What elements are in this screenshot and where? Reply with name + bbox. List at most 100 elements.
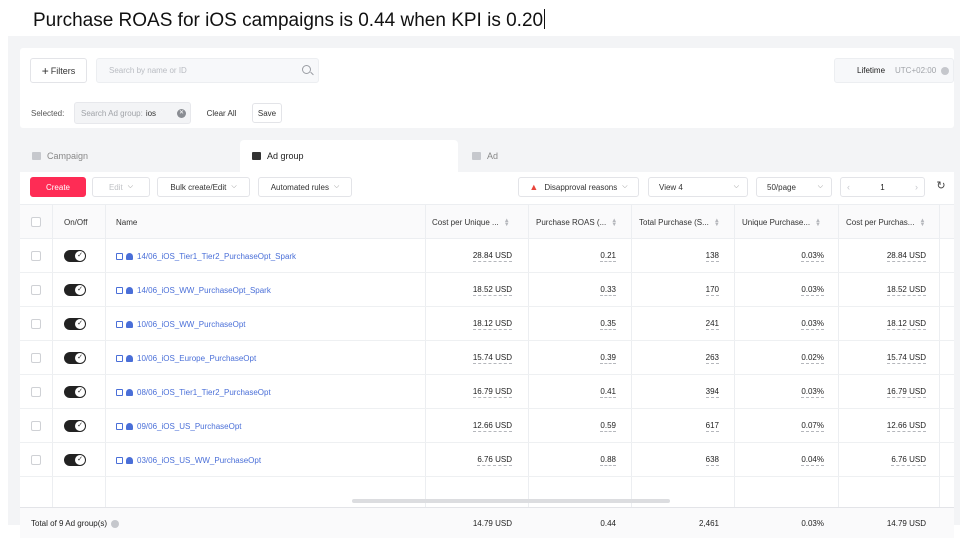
chevron-left-icon[interactable]: ‹ xyxy=(847,182,850,192)
cost-per-unique-cell: 15.74 USD xyxy=(472,352,512,364)
column-divider xyxy=(939,204,940,524)
user-icon xyxy=(126,354,133,362)
ad-group-icon xyxy=(116,320,123,328)
table-total-row: Total of 9 Ad group(s) 14.79 USD 0.44 2,… xyxy=(20,507,954,538)
ad-group-name-link[interactable]: 10/06_iOS_WW_PurchaseOpt xyxy=(116,307,246,341)
pagination: ‹ 1 › xyxy=(840,177,925,197)
row-checkbox[interactable] xyxy=(31,387,41,397)
ad-group-name-link[interactable]: 14/06_iOS_Tier1_Tier2_PurchaseOpt_Spark xyxy=(116,239,296,273)
chevron-right-icon[interactable]: › xyxy=(914,182,918,192)
sort-icon[interactable]: ▲ ▼ xyxy=(713,217,720,228)
column-unique-purchase[interactable]: Unique Purchase... ▲ ▼ xyxy=(742,217,821,228)
status-toggle[interactable] xyxy=(64,454,86,466)
status-toggle[interactable] xyxy=(64,386,86,398)
date-range-picker[interactable]: Lifetime UTC+02:00 xyxy=(834,58,954,83)
column-cost-per-purchase[interactable]: Cost per Purchas... ▲ ▼ xyxy=(846,217,926,228)
page-size-select[interactable]: 50/page ⌵ xyxy=(756,177,832,197)
table-row: 09/06_iOS_US_PurchaseOpt 12.66 USD 0.59 617… xyxy=(20,409,954,443)
row-checkbox[interactable] xyxy=(31,319,41,329)
ad-group-icon xyxy=(116,456,123,464)
row-checkbox[interactable] xyxy=(31,455,41,465)
disapproval-reasons-button[interactable]: ▲ Disapproval reasons ⌵ xyxy=(518,177,639,197)
automated-rules-button[interactable]: Automated rules ⌵ xyxy=(258,177,352,197)
cost-per-purchase-cell: 18.52 USD xyxy=(886,284,926,296)
purchase-roas-cell: 0.21 xyxy=(600,250,616,262)
bulk-create-edit-button[interactable]: Bulk create/Edit ⌵ xyxy=(157,177,250,197)
column-onoff: On/Off xyxy=(64,218,88,227)
unique-purchase-cell: 0.03% xyxy=(801,318,824,330)
row-checkbox[interactable] xyxy=(31,421,41,431)
total-cost-per-unique: 14.79 USD xyxy=(472,519,512,528)
total-purchase-roas: 0.44 xyxy=(600,519,616,528)
status-toggle[interactable] xyxy=(64,420,86,432)
unique-purchase-cell: 0.02% xyxy=(801,352,824,364)
column-cost-per-unique[interactable]: Cost per Unique ... ▲ ▼ xyxy=(432,217,510,228)
row-checkbox[interactable] xyxy=(31,285,41,295)
column-total-purchase[interactable]: Total Purchase (S... ▲ ▼ xyxy=(639,217,720,228)
save-button[interactable]: Save xyxy=(252,103,282,123)
create-button[interactable]: Create xyxy=(30,177,86,197)
filters-button[interactable]: + Filters xyxy=(30,58,87,83)
purchase-roas-cell: 0.41 xyxy=(600,386,616,398)
refresh-icon[interactable]: ↻ xyxy=(936,180,946,192)
sort-icon[interactable]: ▲ ▼ xyxy=(919,217,926,228)
search-input[interactable]: Search by name or ID xyxy=(96,58,319,83)
table-row: 14/06_iOS_WW_PurchaseOpt_Spark 18.52 USD 0… xyxy=(20,273,954,307)
status-toggle[interactable] xyxy=(64,318,86,330)
cost-per-purchase-cell: 28.84 USD xyxy=(886,250,926,262)
column-divider xyxy=(631,204,632,524)
cost-per-unique-cell: 12.66 USD xyxy=(472,420,512,432)
column-divider xyxy=(838,204,839,524)
view-select[interactable]: View 4 ⌵ xyxy=(648,177,748,197)
edit-button[interactable]: Edit ⌵ xyxy=(92,177,150,197)
clear-all-button[interactable]: Clear All xyxy=(206,108,237,118)
ad-group-icon xyxy=(116,422,123,430)
horizontal-scrollbar[interactable] xyxy=(352,499,670,503)
page-number[interactable]: 1 xyxy=(880,182,885,192)
row-checkbox[interactable] xyxy=(31,251,41,261)
sort-icon[interactable]: ▲ ▼ xyxy=(611,217,618,228)
plus-icon: + xyxy=(41,63,49,78)
cost-per-unique-cell: 6.76 USD xyxy=(477,454,512,466)
column-purchase-roas[interactable]: Purchase ROAS (... ▲ ▼ xyxy=(536,217,618,228)
table-row: 10/06_iOS_WW_PurchaseOpt 18.12 USD 0.35 241… xyxy=(20,307,954,341)
ad-group-table-card: Create Edit ⌵ Bulk create/Edit ⌵ Automated… xyxy=(20,172,954,538)
ad-group-name-link[interactable]: 08/06_iOS_Tier1_Tier2_PurchaseOpt xyxy=(116,375,271,409)
purchase-roas-cell: 0.39 xyxy=(600,352,616,364)
user-icon xyxy=(126,388,133,396)
ad-group-name-link[interactable]: 10/06_iOS_Europe_PurchaseOpt xyxy=(116,341,256,375)
cost-per-purchase-cell: 16.79 USD xyxy=(886,386,926,398)
ad-group-icon xyxy=(116,252,123,260)
tab-campaign[interactable]: Campaign xyxy=(20,140,238,172)
chevron-down-icon: ⌵ xyxy=(333,183,340,190)
status-toggle[interactable] xyxy=(64,250,86,262)
user-icon xyxy=(126,286,133,294)
warning-icon: ▲ xyxy=(529,182,539,192)
cost-per-purchase-cell: 18.12 USD xyxy=(886,318,926,330)
folder-icon xyxy=(32,152,41,160)
tab-ad[interactable]: Ad xyxy=(460,140,678,172)
total-total-purchase: 2,461 xyxy=(698,519,719,528)
sort-icon[interactable]: ▲ ▼ xyxy=(503,217,510,228)
row-checkbox[interactable] xyxy=(31,353,41,363)
ad-group-name-link[interactable]: 14/06_iOS_WW_PurchaseOpt_Spark xyxy=(116,273,271,307)
status-toggle[interactable] xyxy=(64,284,86,296)
ad-group-name-link[interactable]: 03/06_iOS_US_WW_PurchaseOpt xyxy=(116,443,261,477)
column-name[interactable]: Name xyxy=(116,218,138,227)
total-cost-per-purchase: 14.79 USD xyxy=(886,519,926,528)
tab-ad-group[interactable]: Ad group xyxy=(240,140,458,172)
close-icon[interactable]: ✕ xyxy=(177,109,186,118)
column-divider xyxy=(528,204,529,524)
filter-chip[interactable]: Search Ad group: ios ✕ xyxy=(74,102,191,124)
status-toggle[interactable] xyxy=(64,352,86,364)
total-purchase-cell: 170 xyxy=(705,284,719,296)
cost-per-purchase-cell: 12.66 USD xyxy=(886,420,926,432)
chevron-down-icon: ⌵ xyxy=(622,183,628,190)
table-header: On/Off Name Cost per Unique ... ▲ ▼ Purcha… xyxy=(20,204,954,239)
select-all-checkbox[interactable] xyxy=(31,217,41,227)
ad-group-icon xyxy=(116,354,123,362)
cost-per-unique-cell: 28.84 USD xyxy=(472,250,512,262)
text-cursor xyxy=(544,9,546,29)
sort-icon[interactable]: ▲ ▼ xyxy=(815,217,821,228)
ad-group-name-link[interactable]: 09/06_iOS_US_PurchaseOpt xyxy=(116,409,242,443)
